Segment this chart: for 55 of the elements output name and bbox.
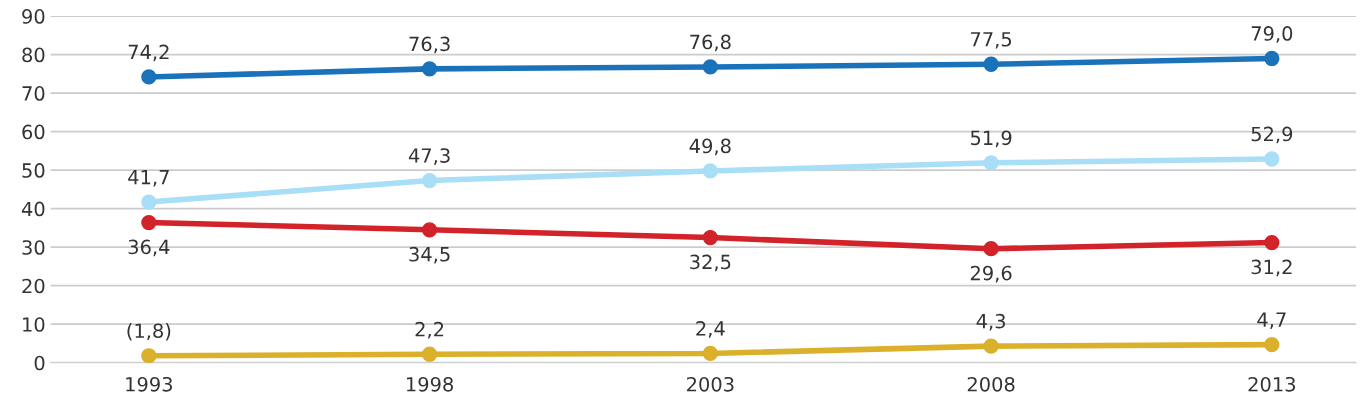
x-tick-label: 2013 <box>1248 376 1296 392</box>
data-label: 4,3 <box>976 313 1005 331</box>
point <box>1264 50 1280 67</box>
x-tick-label: 2008 <box>967 376 1015 392</box>
point <box>983 155 999 171</box>
data-label: 29,6 <box>970 265 1012 283</box>
data-label: (1,8) <box>127 323 171 341</box>
y-tick-label: 70 <box>22 86 45 101</box>
point <box>141 214 157 231</box>
y-tick-label: 60 <box>22 124 45 140</box>
data-label: 77,5 <box>971 32 1012 49</box>
data-label: 47,3 <box>408 148 450 165</box>
y-tick-label: 80 <box>22 47 45 63</box>
data-label: 52,9 <box>1251 126 1293 144</box>
data-label: 31,2 <box>1251 259 1292 277</box>
point <box>421 222 438 238</box>
data-label: 2,2 <box>415 321 444 339</box>
data-label: 34,5 <box>409 246 450 264</box>
point <box>1264 151 1280 167</box>
y-tick-label: 0 <box>34 355 45 371</box>
point <box>141 194 157 210</box>
x-tick-label: 1993 <box>126 376 173 392</box>
x-tick-label: 1998 <box>406 376 453 392</box>
point <box>1264 336 1280 353</box>
point <box>983 338 999 354</box>
point <box>1264 234 1280 251</box>
point <box>421 346 438 362</box>
point <box>141 348 157 363</box>
point <box>702 345 718 362</box>
data-label: 4,7 <box>1257 312 1286 329</box>
y-tick-label: 30 <box>22 240 45 255</box>
point <box>702 163 718 179</box>
point <box>421 61 438 77</box>
point <box>702 59 718 75</box>
data-label: 36,4 <box>128 239 170 257</box>
point <box>141 69 157 85</box>
x-tick-label: 2003 <box>687 376 734 392</box>
data-label: 74,2 <box>128 44 169 62</box>
point <box>983 241 999 257</box>
point <box>702 229 718 246</box>
point <box>983 56 999 72</box>
data-label: 76,8 <box>690 34 731 52</box>
y-tick-label: 40 <box>21 201 45 217</box>
y-tick-label: 50 <box>22 163 45 178</box>
data-label: 2,4 <box>696 321 725 338</box>
data-label: 49,8 <box>689 138 731 156</box>
data-label: 76,3 <box>409 36 450 54</box>
point <box>421 172 438 189</box>
data-label: 32,5 <box>690 254 731 272</box>
data-label: 41,7 <box>128 170 169 187</box>
y-tick-label: 20 <box>22 278 45 294</box>
y-tick-label: 90 <box>22 9 45 24</box>
data-label: 51,9 <box>970 130 1012 148</box>
data-label: 79,0 <box>1251 26 1293 43</box>
y-tick-label: 10 <box>23 317 45 332</box>
